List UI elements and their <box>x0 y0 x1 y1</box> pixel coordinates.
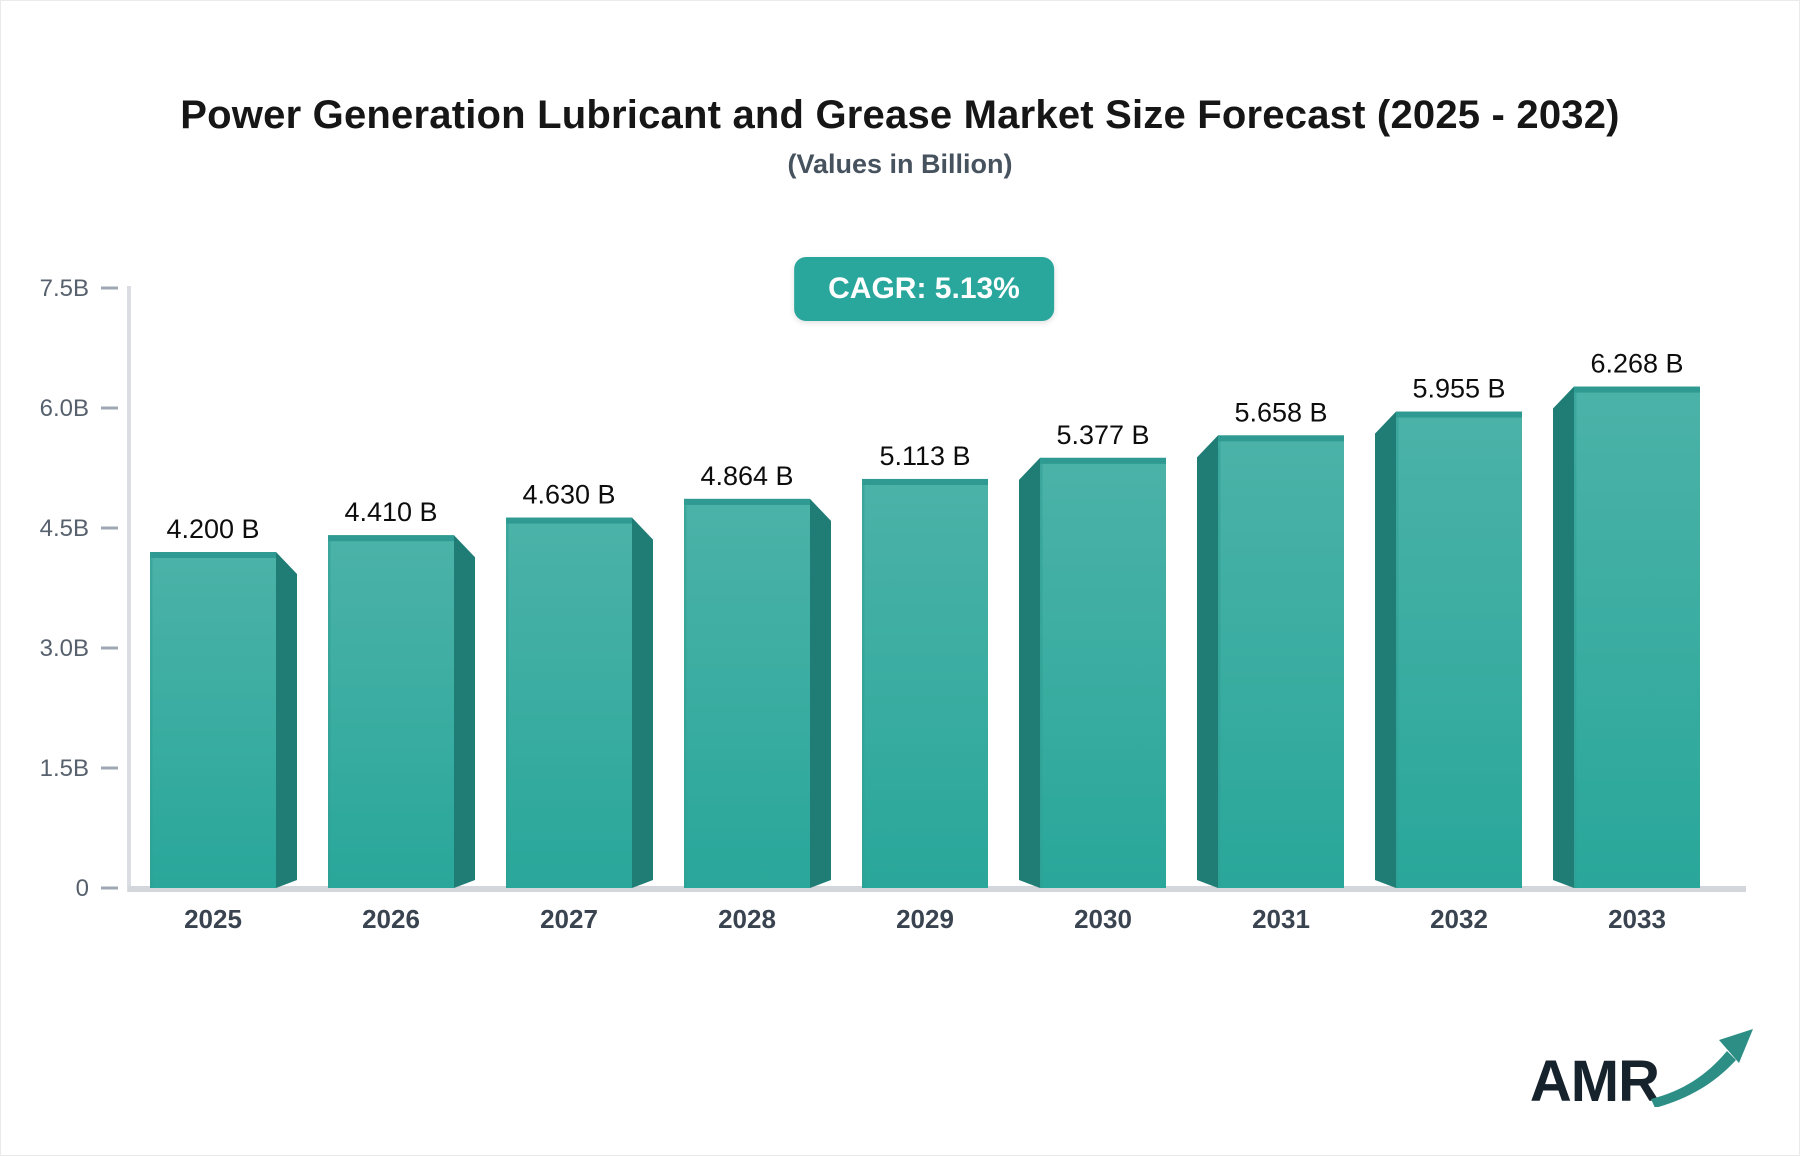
chart-bars <box>150 386 1700 888</box>
bar-top-edge <box>1396 411 1522 418</box>
bar-top-edge <box>506 517 632 524</box>
chart-labels: 4.200 B 2025 4.410 B 2026 4.630 B 2027 4.864 B… <box>166 349 1683 934</box>
y-tick-dash <box>101 646 118 650</box>
chart-axes: 0 1.5B 3.0B 4.5B 6.0B 7.5B <box>40 275 1746 902</box>
y-tick-label: 7.5B <box>40 275 89 302</box>
bar-left-edge <box>150 552 153 888</box>
bar-left-edge <box>1574 386 1577 888</box>
bar-value-label: 4.630 B <box>522 480 615 510</box>
bar-2025 <box>150 552 276 888</box>
bar-value-label: 5.113 B <box>879 441 970 471</box>
x-axis-label: 2030 <box>1074 904 1132 934</box>
y-tick-dash <box>101 766 118 770</box>
bar-value-label: 6.268 B <box>1590 349 1683 379</box>
y-tick-label: 0 <box>76 875 89 902</box>
bar-top-edge <box>1574 386 1700 393</box>
y-tick-dash <box>101 406 118 410</box>
x-axis-label: 2027 <box>540 904 598 934</box>
bar-side-2026 <box>454 535 475 888</box>
bar-2026 <box>328 535 454 888</box>
bar-left-edge <box>684 498 687 888</box>
x-axis-label: 2026 <box>362 904 420 934</box>
bar-left-edge <box>328 535 331 888</box>
bar-left-edge <box>1040 457 1043 888</box>
x-axis-label: 2033 <box>1608 904 1666 934</box>
bar-chart: 0 1.5B 3.0B 4.5B 6.0B 7.5B 4.200 B 2025 4.410 B… <box>40 275 1746 934</box>
bar-side-2032 <box>1375 411 1396 888</box>
x-axis-label: 2029 <box>896 904 954 934</box>
bar-side-2033 <box>1553 386 1574 888</box>
y-tick-label: 1.5B <box>40 755 89 782</box>
bar-value-label: 5.377 B <box>1056 420 1149 450</box>
bar-side-2027 <box>632 517 653 888</box>
y-tick-label: 4.5B <box>40 515 89 542</box>
x-axis-label: 2025 <box>184 904 242 934</box>
x-axis-label: 2032 <box>1430 904 1488 934</box>
x-baseline <box>128 886 1746 892</box>
cagr-badge: CAGR: 5.13% <box>794 257 1054 321</box>
bar-value-label: 4.410 B <box>344 497 437 527</box>
y-tick-dash <box>101 886 118 890</box>
chart-subtitle: (Values in Billion) <box>787 149 1013 179</box>
bar-value-label: 5.955 B <box>1412 374 1505 404</box>
chart-title: Power Generation Lubricant and Grease Ma… <box>180 93 1620 137</box>
bar-top-edge <box>1040 457 1166 464</box>
y-tick-dash <box>101 526 118 530</box>
bar-2031 <box>1218 435 1344 888</box>
bar-2032 <box>1396 411 1522 888</box>
bar-side-2028 <box>810 498 831 888</box>
y-tick-label: 3.0B <box>40 635 89 662</box>
bar-top-edge <box>150 552 276 558</box>
y-tick-dash <box>101 286 118 290</box>
bar-value-label: 5.658 B <box>1234 397 1327 427</box>
bar-2029 <box>862 478 988 888</box>
bar-top-edge <box>328 535 454 542</box>
bar-2033 <box>1574 386 1700 888</box>
bar-side-2031 <box>1197 435 1218 888</box>
bar-2027 <box>506 517 632 888</box>
bar-value-label: 4.864 B <box>700 461 793 491</box>
bar-left-edge <box>862 478 865 888</box>
bar-left-edge <box>1396 411 1399 888</box>
x-axis-label: 2028 <box>718 904 776 934</box>
bar-top-edge <box>862 478 988 485</box>
bar-left-edge <box>506 517 509 888</box>
bar-top-edge <box>684 498 810 505</box>
y-tick-label: 6.0B <box>40 395 89 422</box>
bar-top-edge <box>1218 435 1344 442</box>
amr-logo: AMR <box>1530 1027 1761 1111</box>
bar-2028 <box>684 498 810 888</box>
logo-arrow-icon <box>1651 1029 1753 1107</box>
bar-2030 <box>1040 457 1166 888</box>
logo-text: AMR <box>1529 1049 1660 1114</box>
bar-value-label: 4.200 B <box>166 514 259 544</box>
bar-left-edge <box>1218 435 1221 888</box>
x-axis-label: 2031 <box>1252 904 1310 934</box>
bar-side-2025 <box>276 552 297 888</box>
bar-side-2030 <box>1019 457 1040 888</box>
y-axis-line <box>127 286 131 892</box>
